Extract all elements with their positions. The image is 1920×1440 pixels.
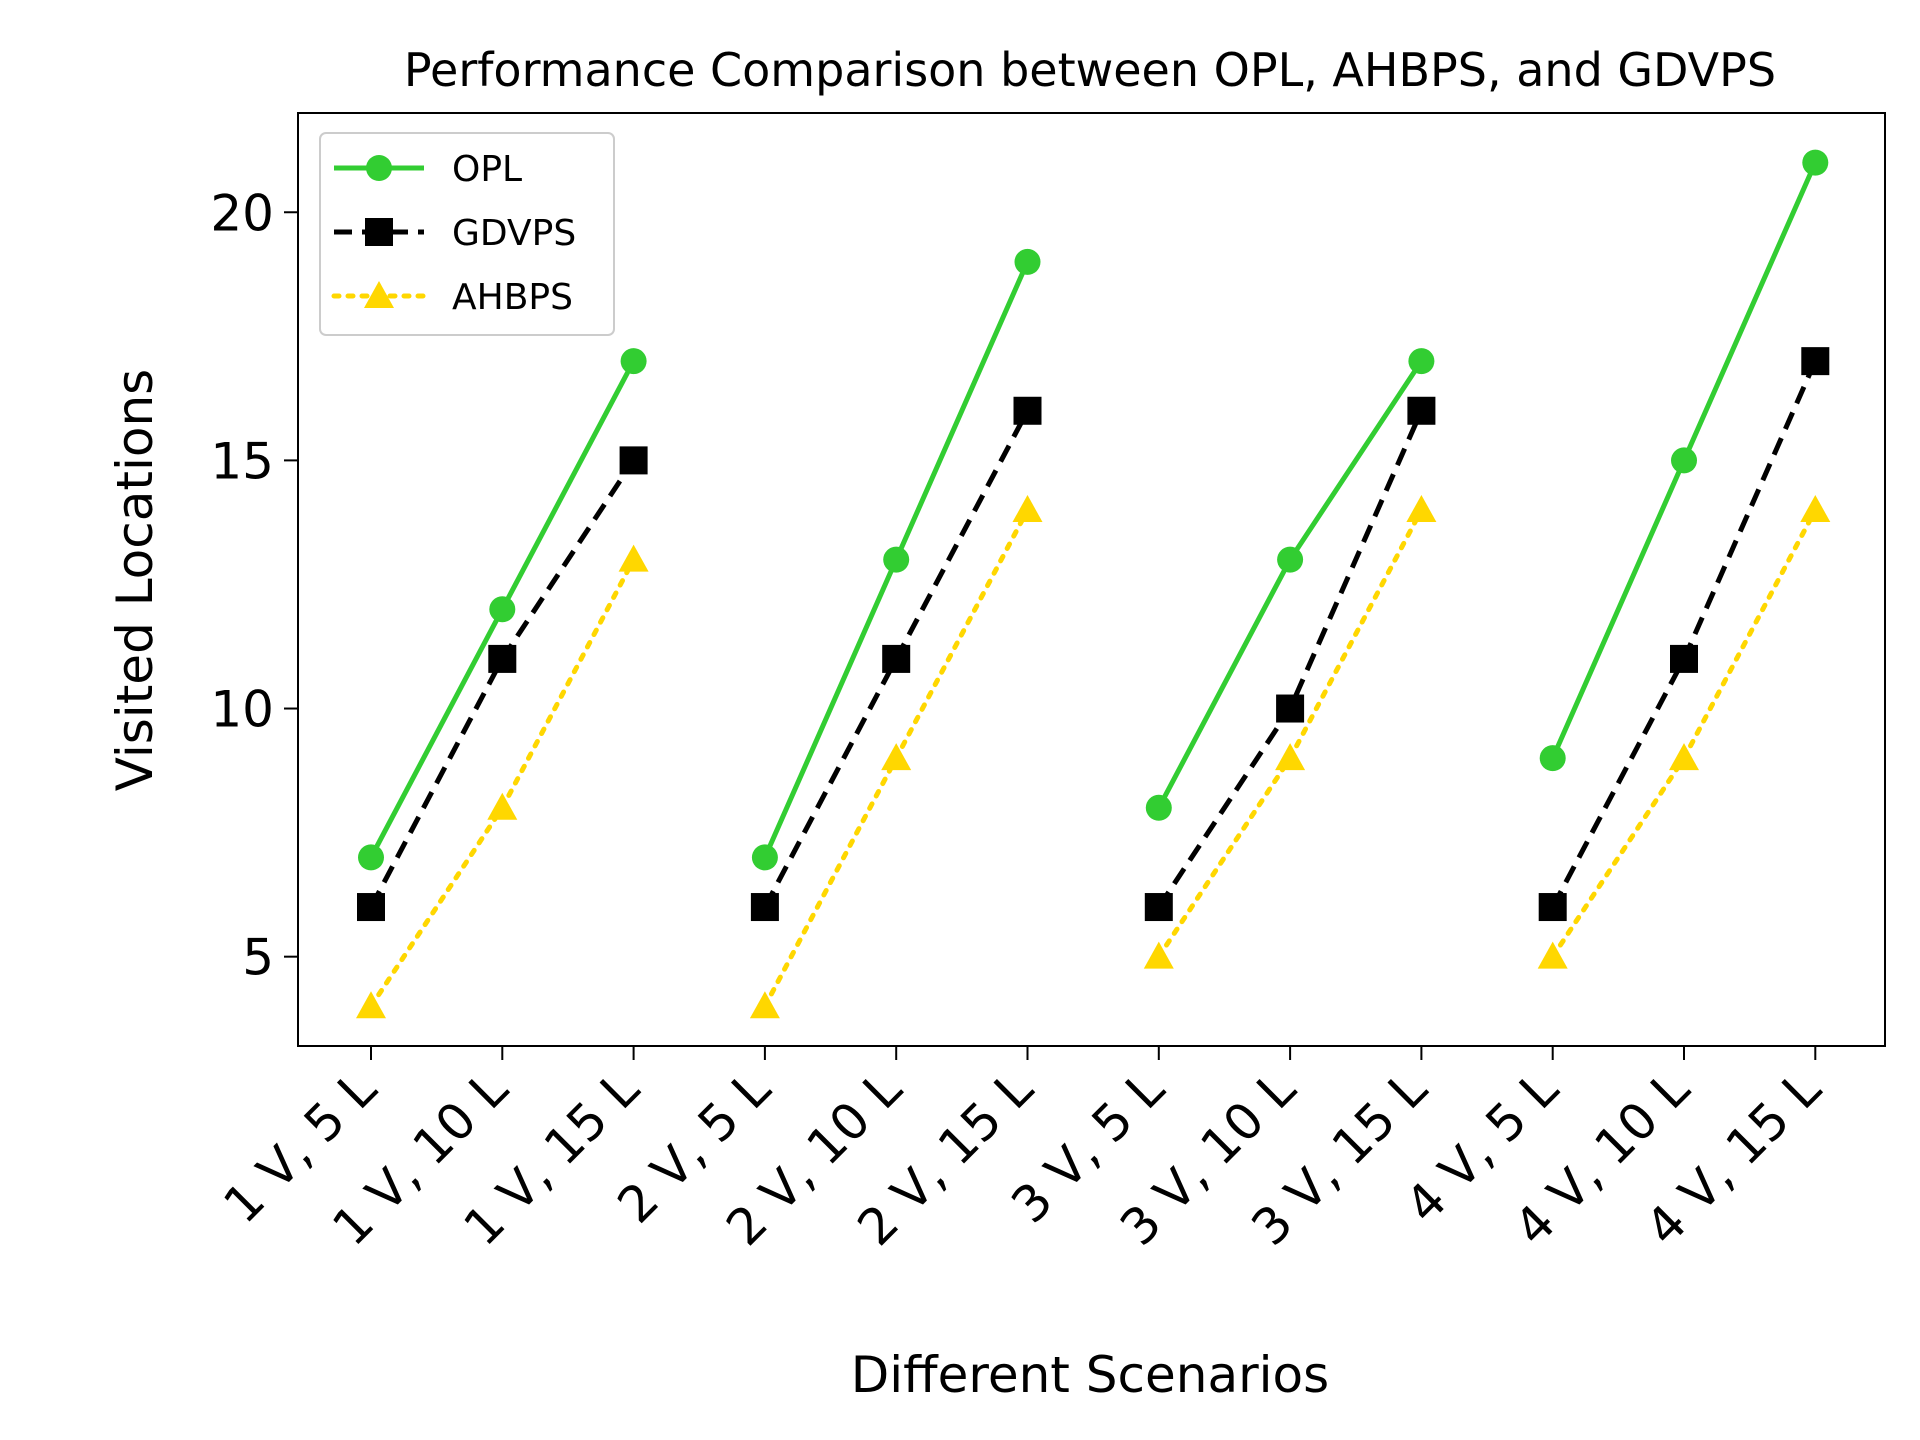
series-opl	[358, 149, 1829, 871]
legend-items: OPL GDVPS AHBPS	[331, 149, 576, 318]
data-point-gdvps-11	[1801, 347, 1830, 376]
data-point-gdvps-8	[1407, 396, 1436, 425]
y-axis-label: Visited Locations	[106, 369, 164, 791]
data-point-opl-6	[1145, 794, 1172, 821]
legend-item-opl: OPL	[334, 149, 522, 190]
data-point-opl-3	[751, 844, 778, 871]
series-line-gdvps-group-3	[1156, 409, 1424, 909]
data-point-gdvps-1	[488, 644, 517, 673]
data-point-ahbps-6	[1143, 941, 1174, 969]
data-point-opl-5	[1014, 248, 1041, 275]
legend-label-ahbps: AHBPS	[452, 277, 573, 318]
plot-area-frame	[297, 112, 1886, 1047]
series-line-ahbps-group-4	[1550, 507, 1818, 960]
data-point-gdvps-4	[882, 644, 911, 673]
data-point-gdvps-6	[1144, 893, 1173, 922]
data-point-opl-7	[1277, 546, 1304, 573]
data-point-gdvps-9	[1538, 893, 1567, 922]
data-point-ahbps-9	[1537, 941, 1568, 969]
data-point-ahbps-0	[356, 991, 386, 1019]
y-tick-label: 20	[210, 184, 274, 242]
legend-item-ahbps: AHBPS	[331, 277, 573, 318]
legend-label-opl: OPL	[452, 149, 522, 190]
data-point-ahbps-1	[487, 792, 518, 820]
data-point-gdvps-3	[750, 893, 779, 922]
y-tick-label: 10	[210, 681, 274, 739]
legend-item-gdvps: GDVPS	[334, 213, 576, 254]
series-line-gdvps-group-4	[1550, 360, 1818, 909]
data-point-opl-10	[1671, 447, 1697, 474]
data-point-opl-8	[1408, 348, 1435, 375]
series-layer	[356, 149, 1831, 1019]
data-point-ahbps-4	[881, 743, 912, 771]
x-axis-ticks: 1 V, 5 L1 V, 10 L1 V, 15 L2 V, 5 L2 V, 1…	[213, 1046, 1832, 1257]
y-tick-label: 15	[210, 432, 274, 490]
data-point-opl-4	[883, 546, 910, 573]
legend-marker-gdvps	[365, 218, 393, 246]
series-gdvps	[357, 347, 1830, 922]
data-point-ahbps-8	[1406, 495, 1437, 523]
data-point-gdvps-2	[619, 446, 648, 475]
data-point-ahbps-2	[618, 544, 649, 572]
data-point-ahbps-7	[1275, 743, 1306, 771]
data-point-opl-9	[1539, 745, 1566, 772]
data-point-gdvps-7	[1276, 694, 1305, 723]
data-point-gdvps-10	[1670, 644, 1698, 673]
data-point-gdvps-5	[1013, 396, 1042, 425]
data-point-ahbps-11	[1800, 495, 1831, 523]
legend-marker-opl	[366, 155, 392, 181]
data-point-ahbps-3	[749, 991, 780, 1019]
series-ahbps	[356, 495, 1831, 1019]
data-point-opl-11	[1802, 149, 1829, 176]
data-point-opl-1	[489, 596, 516, 623]
legend-box	[319, 132, 615, 336]
chart-title: Performance Comparison between OPL, AHBP…	[404, 43, 1776, 97]
data-point-opl-0	[358, 844, 384, 871]
x-axis-label: Different Scenarios	[851, 1346, 1329, 1404]
series-line-gdvps-group-1	[368, 459, 636, 909]
data-point-opl-2	[620, 348, 647, 375]
y-tick-label: 5	[242, 929, 274, 987]
legend: OPL GDVPS AHBPS	[319, 132, 615, 336]
data-point-ahbps-10	[1669, 743, 1699, 771]
data-point-ahbps-5	[1012, 495, 1043, 523]
y-axis-ticks: 5 10 15 20	[210, 184, 298, 987]
data-point-gdvps-0	[357, 893, 385, 922]
legend-label-gdvps: GDVPS	[452, 213, 576, 254]
legend-marker-ahbps	[364, 281, 394, 308]
